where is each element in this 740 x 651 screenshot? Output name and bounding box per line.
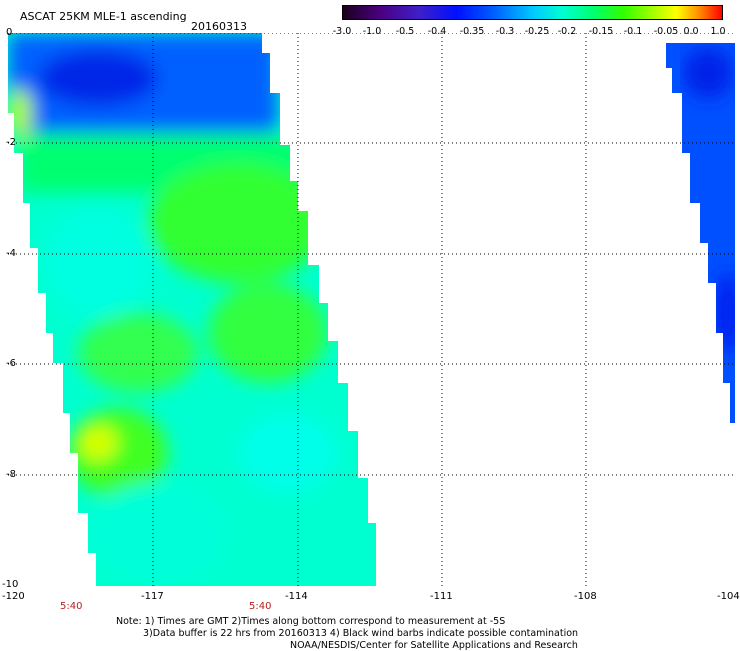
swath-time-label: 5:40 bbox=[60, 601, 83, 612]
colorbar-label: -0.2 bbox=[557, 26, 577, 37]
y-tick-label: -8 bbox=[6, 469, 16, 480]
colorbar-label: -0.25 bbox=[524, 26, 550, 37]
y-tick-label: -4 bbox=[6, 248, 16, 259]
x-tick-label: -104 bbox=[717, 591, 740, 602]
y-tick-label: -10 bbox=[2, 579, 19, 590]
swath-right bbox=[666, 43, 735, 423]
colorbar-label: -0.35 bbox=[459, 26, 485, 37]
swath-time-label: 5:40 bbox=[249, 601, 272, 612]
colorbar-label: -0.3 bbox=[495, 26, 515, 37]
note-line-3: NOAA/NESDIS/Center for Satellite Applica… bbox=[290, 640, 578, 651]
swath-left bbox=[8, 33, 376, 586]
colorbar-label: -0.5 bbox=[395, 26, 415, 37]
product-date: 20160313 bbox=[191, 20, 247, 33]
x-tick-label: -114 bbox=[285, 591, 308, 602]
colorbar bbox=[342, 5, 723, 20]
colorbar-label: -0.05 bbox=[653, 26, 679, 37]
colorbar-label: 0.0 bbox=[683, 26, 699, 37]
product-title: ASCAT 25KM MLE-1 ascending bbox=[20, 10, 187, 23]
x-tick-label: -111 bbox=[430, 591, 453, 602]
map-plot bbox=[8, 33, 735, 586]
x-tick-label: -117 bbox=[141, 591, 164, 602]
y-tick-label: 0 bbox=[6, 27, 13, 38]
y-tick-label: -2 bbox=[6, 137, 16, 148]
note-line-1: Note: 1) Times are GMT 2)Times along bot… bbox=[116, 616, 506, 627]
colorbar-label: -0.15 bbox=[588, 26, 614, 37]
colorbar-label: -0.4 bbox=[427, 26, 447, 37]
y-tick-label: -6 bbox=[6, 358, 16, 369]
x-tick-label: -108 bbox=[574, 591, 597, 602]
colorbar-label: -1.0 bbox=[362, 26, 382, 37]
gridlines bbox=[8, 33, 735, 586]
x-tick-label: -120 bbox=[2, 591, 25, 602]
note-line-2: 3)Data buffer is 22 hrs from 20160313 4)… bbox=[143, 628, 579, 639]
colorbar-label: 1.0 bbox=[710, 26, 726, 37]
colorbar-label: -0.1 bbox=[623, 26, 643, 37]
colorbar-label: -3.0 bbox=[332, 26, 352, 37]
